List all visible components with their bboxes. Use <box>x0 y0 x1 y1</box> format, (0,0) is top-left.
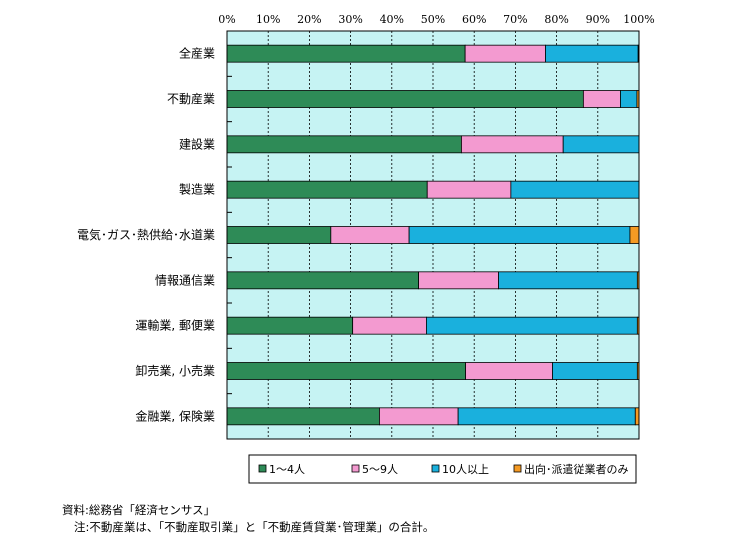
bar-segment <box>352 316 427 335</box>
bar-segment <box>226 271 419 290</box>
bar-segment <box>582 90 621 108</box>
legend-label: 5～9人 <box>362 463 398 476</box>
legend-label: 1～4人 <box>269 463 305 476</box>
legend-swatch <box>431 464 440 473</box>
legend-swatch <box>351 464 360 473</box>
bar-segment <box>379 407 459 426</box>
x-tick-label: 20% <box>297 13 321 26</box>
category-label: 情報通信業 <box>155 273 215 287</box>
x-tick-label: 70% <box>503 13 527 26</box>
bar-segment <box>510 180 640 199</box>
category-label: 卸売業, 小売業 <box>135 363 215 378</box>
bar-segment <box>226 362 466 380</box>
bar-segment <box>226 316 354 335</box>
bar-segment <box>330 226 410 244</box>
bar-segment <box>226 90 584 108</box>
x-tick-label: 80% <box>544 13 568 26</box>
bar-segment <box>226 44 466 63</box>
legend-box <box>248 454 637 484</box>
bar-segment <box>461 135 564 154</box>
x-tick-label: 0% <box>218 13 235 26</box>
legend-swatch <box>258 464 267 473</box>
bar-segment <box>226 180 428 199</box>
category-label: 不動産業 <box>167 91 215 106</box>
bar-segment <box>464 44 546 63</box>
bar-segment <box>552 362 638 380</box>
bar-segment <box>226 226 332 244</box>
bar-segment <box>498 271 638 290</box>
legend-swatch <box>513 464 522 473</box>
bar-segment <box>545 44 639 63</box>
x-tick-label: 30% <box>338 13 362 26</box>
footnote: 注:不動産業は、「不動産取引業」と「不動産賃貸業･管理業」の合計。 <box>74 520 435 534</box>
bar-segment <box>634 407 640 426</box>
legend: 1～4人 5～9人 10人以上 出向･派遣従業者のみ <box>248 454 637 484</box>
plot-border <box>226 30 640 440</box>
category-label: 運輸業, 郵便業 <box>135 318 215 333</box>
category-label: 電気･ガス･熱供給･水道業 <box>77 227 215 242</box>
x-tick-label: 50% <box>421 13 445 26</box>
bar-segment <box>457 407 636 426</box>
category-label: 全産業 <box>179 46 215 61</box>
bar-segment <box>426 316 638 335</box>
x-tick-labels: 0% 10% 20% 30% 40% 50% 60% 70% 80% 90% 100% <box>218 13 654 26</box>
bar-segment <box>226 135 462 154</box>
y-axis-ticks <box>227 75 232 395</box>
bar-segment <box>408 226 631 244</box>
x-tick-label: 10% <box>256 13 280 26</box>
bars <box>226 44 640 426</box>
x-tick-label: 40% <box>380 13 404 26</box>
x-tick-label: 90% <box>586 13 610 26</box>
bar-segment <box>226 407 380 426</box>
bar-segment <box>426 180 512 199</box>
bar-segment <box>562 135 640 154</box>
source-note: 資料:総務省「経済センサス」 <box>62 503 216 517</box>
x-tick-label: 60% <box>462 13 486 26</box>
bar-segment <box>465 362 553 380</box>
legend-label: 10人以上 <box>442 463 489 476</box>
legend-label: 出向･派遣従業者のみ <box>524 462 629 476</box>
bar-segment <box>620 90 638 108</box>
bar-segment <box>629 226 640 244</box>
category-label: 金融業, 保険業 <box>135 408 215 423</box>
chart-notes: 資料:総務省「経済センサス」 注:不動産業は、「不動産取引業」と「不動産賃貸業･… <box>62 502 434 536</box>
category-label: 製造業 <box>179 183 215 197</box>
category-label: 建設業 <box>179 136 215 151</box>
bar-segment <box>418 271 499 290</box>
x-tick-label: 100% <box>623 13 654 26</box>
